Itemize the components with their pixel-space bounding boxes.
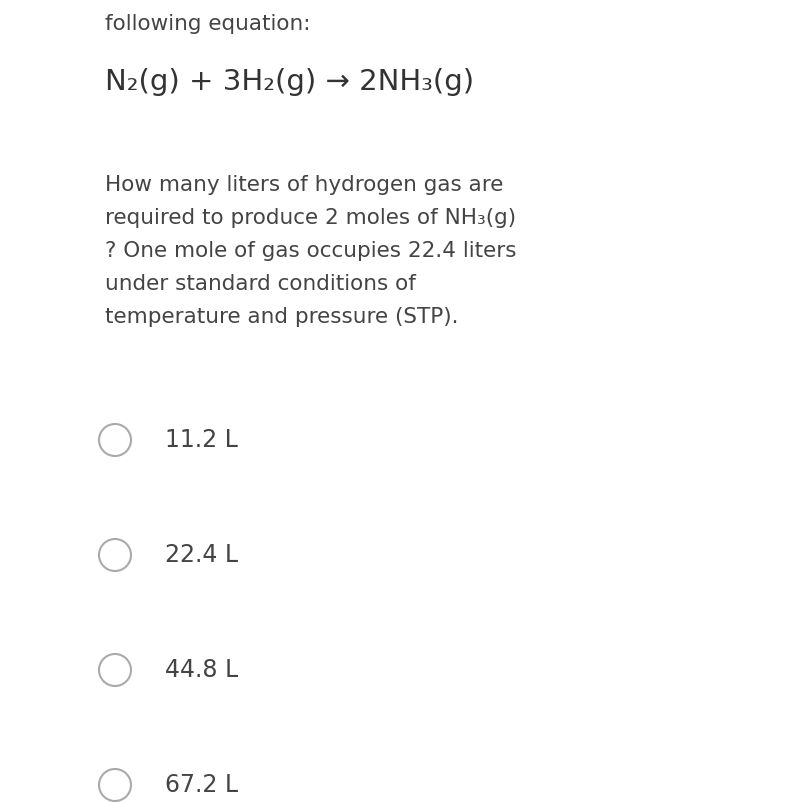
Text: N₂(g) + 3H₂(g) → 2NH₃(g): N₂(g) + 3H₂(g) → 2NH₃(g) [105, 68, 474, 96]
Text: 22.4 L: 22.4 L [165, 543, 238, 567]
Text: 44.8 L: 44.8 L [165, 658, 238, 682]
Text: 67.2 L: 67.2 L [165, 773, 238, 797]
Text: How many liters of hydrogen gas are: How many liters of hydrogen gas are [105, 175, 503, 195]
Text: under standard conditions of: under standard conditions of [105, 274, 416, 294]
Text: ? One mole of gas occupies 22.4 liters: ? One mole of gas occupies 22.4 liters [105, 241, 517, 261]
Text: 11.2 L: 11.2 L [165, 428, 238, 452]
Text: required to produce 2 moles of NH₃(g): required to produce 2 moles of NH₃(g) [105, 208, 516, 228]
Text: temperature and pressure (STP).: temperature and pressure (STP). [105, 307, 458, 327]
Text: following equation:: following equation: [105, 14, 310, 34]
